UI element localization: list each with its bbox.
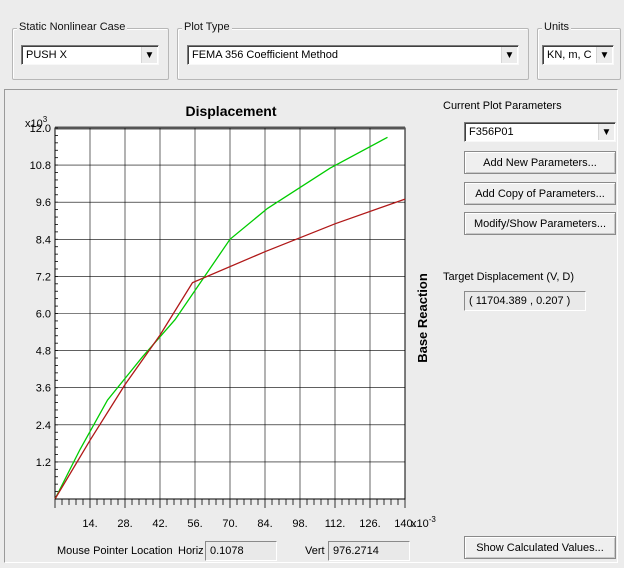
y-tick-label: 2.4: [36, 420, 51, 432]
case-group: Static Nonlinear Case PUSH X ▼: [12, 21, 169, 80]
target-displacement-label: Target Displacement (V, D): [443, 271, 575, 283]
params-dropdown[interactable]: F356P01 ▼: [464, 122, 616, 142]
chevron-down-icon[interactable]: ▼: [501, 47, 517, 63]
y-tick-label: 12.0: [30, 123, 51, 135]
chevron-down-icon[interactable]: ▼: [596, 47, 612, 63]
plot-type-group-label: Plot Type: [182, 21, 232, 33]
vert-value-field: 976.2714: [328, 541, 410, 561]
params-dropdown-value: F356P01: [469, 126, 514, 138]
chart-grid: [54, 126, 406, 500]
y-axis-label: Base Reaction: [415, 273, 430, 363]
x-tick-label: 140.: [394, 518, 415, 530]
vert-label: Vert: [305, 545, 325, 557]
units-group-label: Units: [542, 21, 572, 33]
case-dropdown-value: PUSH X: [26, 49, 67, 61]
units-group: Units KN, m, C ▼: [537, 21, 621, 80]
y-multiplier: x103: [25, 115, 48, 130]
mouse-location-label: Mouse Pointer Location: [57, 545, 173, 557]
params-label: Current Plot Parameters: [443, 100, 562, 112]
show-calculated-values-button[interactable]: Show Calculated Values...: [464, 536, 616, 559]
modify-show-parameters-button[interactable]: Modify/Show Parameters...: [464, 212, 616, 235]
plot-type-dropdown-value: FEMA 356 Coefficient Method: [192, 49, 338, 61]
add-copy-parameters-button[interactable]: Add Copy of Parameters...: [464, 182, 616, 205]
y-tick-label: 10.8: [30, 160, 51, 172]
x-tick-label: 126.: [359, 518, 380, 530]
x-tick-label: 42.: [152, 518, 167, 530]
case-dropdown[interactable]: PUSH X ▼: [21, 45, 159, 65]
target-displacement-value: ( 11704.389 , 0.207 ): [464, 291, 586, 311]
chart-title: Displacement: [185, 103, 276, 119]
plot-type-dropdown[interactable]: FEMA 356 Coefficient Method ▼: [187, 45, 519, 65]
y-tick-label: 6.0: [36, 309, 51, 321]
x-tick-label: 84.: [257, 518, 272, 530]
y-tick-label: 4.8: [36, 346, 51, 358]
x-tick-label: 70.: [222, 518, 237, 530]
horiz-label: Horiz: [178, 545, 204, 557]
horiz-value-field: 0.1078: [205, 541, 277, 561]
x-tick-label: 28.: [117, 518, 132, 530]
chart-ticks: 14. 28. 42. 56. 70. 84. 98. 112. 126. 140. 1.2 2.4 3…: [30, 123, 416, 530]
add-new-parameters-button[interactable]: Add New Parameters...: [464, 151, 616, 174]
plot-panel: [4, 89, 618, 563]
green-curve: [54, 136, 388, 500]
x-tick-label: 98.: [292, 518, 307, 530]
x-multiplier: x10-3: [411, 515, 436, 530]
chevron-down-icon[interactable]: ▼: [598, 124, 614, 140]
y-tick-label: 3.6: [36, 383, 51, 395]
y-tick-label: 9.6: [36, 197, 51, 209]
y-tick-label: 7.2: [36, 271, 51, 283]
red-curve: [54, 198, 406, 500]
units-dropdown-value: KN, m, C: [547, 49, 592, 61]
chevron-down-icon[interactable]: ▼: [141, 47, 157, 63]
case-group-label: Static Nonlinear Case: [17, 21, 128, 33]
chart-series: [54, 136, 406, 500]
plot-type-group: Plot Type FEMA 356 Coefficient Method ▼: [177, 21, 529, 80]
y-tick-label: 8.4: [36, 234, 51, 246]
x-tick-label: 14.: [82, 518, 97, 530]
units-dropdown[interactable]: KN, m, C ▼: [542, 45, 614, 65]
y-tick-label: 1.2: [36, 457, 51, 469]
x-tick-label: 112.: [325, 518, 346, 530]
x-tick-label: 56.: [187, 518, 202, 530]
